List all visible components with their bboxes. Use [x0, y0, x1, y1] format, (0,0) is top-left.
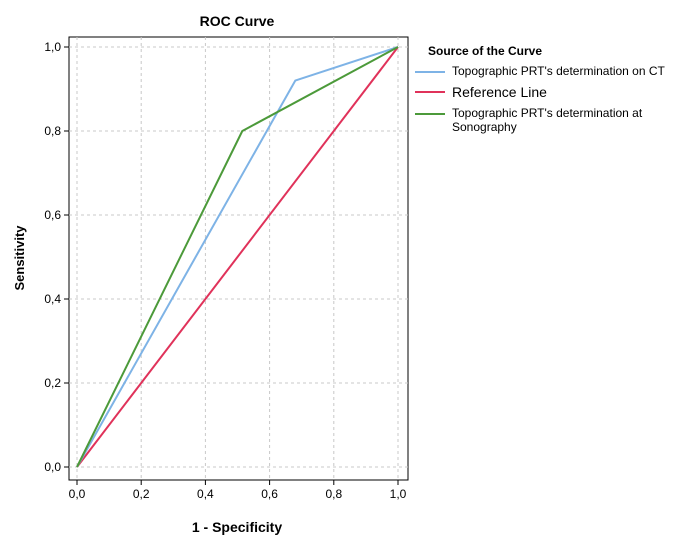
grid-lines: [69, 37, 408, 480]
legend-label-ct: Topographic PRT's determination on CT: [452, 64, 665, 78]
series-line-reference: [76, 46, 399, 468]
y-tick-label: 0,2: [44, 376, 61, 390]
axes: 0,0 0,2 0,4 0,6 0,8 1,0 0,0 0,2 0,4 0,6 0,8 1,0: [44, 40, 406, 501]
legend-swatch-sonography: [415, 113, 445, 115]
y-tick-label: 0,0: [44, 460, 61, 474]
legend-swatch-ct: [415, 71, 445, 73]
x-axis-title: 1 - Specificity: [192, 519, 282, 535]
legend-title: Source of the Curve: [428, 44, 543, 58]
legend-label-reference: Reference Line: [452, 84, 547, 100]
series-lines: [76, 46, 399, 468]
y-axis-title: Sensitivity: [12, 225, 27, 291]
legend: Source of the Curve Topographic PRT's de…: [412, 44, 674, 140]
x-tick-label: 0,8: [325, 487, 342, 501]
x-tick-label: 0,4: [197, 487, 214, 501]
x-tick-label: 0,6: [261, 487, 278, 501]
y-tick-label: 1,0: [44, 40, 61, 54]
x-tick-label: 1,0: [390, 487, 407, 501]
chart-title: ROC Curve: [200, 13, 275, 29]
legend-item-ct: Topographic PRT's determination on CT: [412, 64, 674, 78]
y-tick-label: 0,4: [44, 292, 61, 306]
plot-area: [68, 36, 409, 481]
y-tick-label: 0,6: [44, 208, 61, 222]
series-line-sonography: [76, 46, 399, 468]
legend-item-reference: Reference Line: [412, 84, 674, 100]
x-tick-label: 0,0: [69, 487, 86, 501]
x-tick-label: 0,2: [133, 487, 150, 501]
legend-label-sonography: Topographic PRT's determination at Sonog…: [452, 106, 643, 134]
y-tick-label: 0,8: [44, 124, 61, 138]
legend-swatch-reference: [415, 91, 445, 93]
series-line-ct: [76, 46, 399, 468]
legend-item-sonography: Topographic PRT's determination at Sonog…: [412, 106, 674, 134]
